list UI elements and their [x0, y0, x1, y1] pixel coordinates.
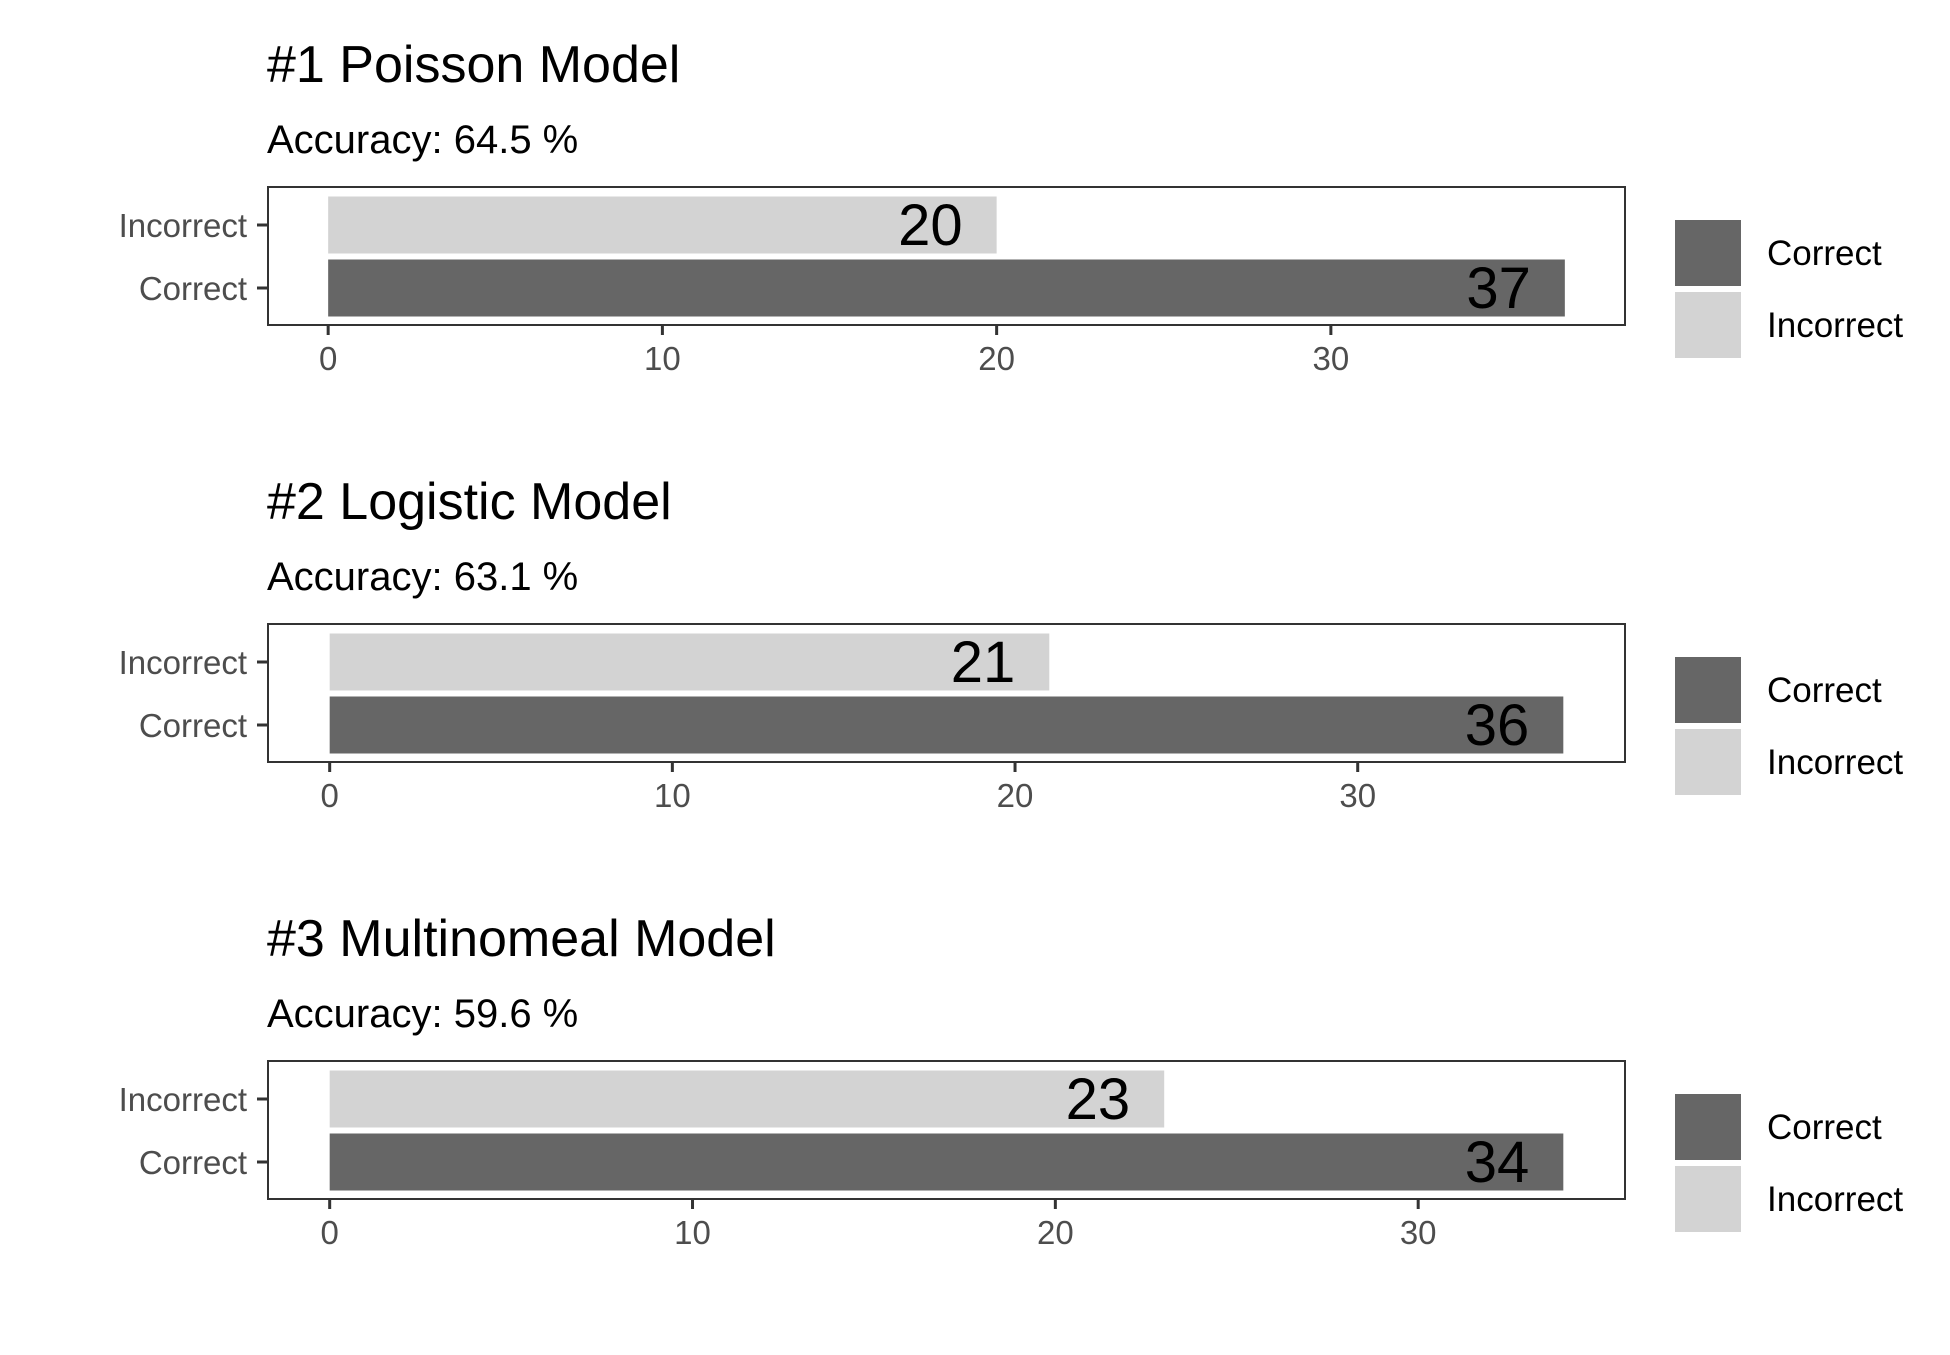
data-label-correct: 34 — [1465, 1130, 1530, 1195]
x-tick-label: 30 — [1400, 1214, 1437, 1251]
y-tick-label: Incorrect — [119, 207, 247, 244]
y-tick-label: Correct — [139, 707, 247, 744]
panel-border — [267, 186, 1626, 326]
y-tick-label: Correct — [139, 270, 247, 307]
y-tick-label: Incorrect — [119, 1081, 247, 1118]
chart-subtitle: Accuracy: 59.6 % — [267, 992, 578, 1036]
data-label-correct: 36 — [1465, 693, 1530, 758]
x-tick-label: 0 — [321, 1214, 339, 1251]
panel-border — [267, 623, 1626, 763]
y-tick-label: Incorrect — [119, 644, 247, 681]
legend-key-incorrect — [1675, 729, 1741, 795]
chart-subtitle: Accuracy: 64.5 % — [267, 118, 578, 162]
x-tick-label: 20 — [978, 340, 1015, 377]
x-tick-label: 0 — [319, 340, 337, 377]
x-tick-label: 10 — [644, 340, 681, 377]
x-tick-label: 10 — [674, 1214, 711, 1251]
bar-correct — [329, 1133, 1564, 1191]
y-tick-label: Correct — [139, 1144, 247, 1181]
x-tick-label: 30 — [1313, 340, 1350, 377]
chart-title: #2 Logistic Model — [267, 473, 672, 531]
legend-key-correct — [1675, 220, 1741, 286]
chart-subtitle: Accuracy: 63.1 % — [267, 555, 578, 599]
chart-title: #1 Poisson Model — [267, 36, 680, 94]
legend-label-correct: Correct — [1767, 234, 1882, 273]
legend-key-incorrect — [1675, 1166, 1741, 1232]
legend-label-incorrect: Incorrect — [1767, 743, 1903, 782]
bar-correct — [329, 696, 1564, 754]
chart-title: #3 Multinomeal Model — [267, 910, 776, 968]
legend-key-correct — [1675, 1094, 1741, 1160]
bar-incorrect — [329, 633, 1050, 691]
bar-incorrect — [329, 1070, 1165, 1128]
legend-label-incorrect: Incorrect — [1767, 1180, 1903, 1219]
x-tick-label: 10 — [654, 777, 691, 814]
data-label-incorrect: 21 — [951, 630, 1016, 695]
legend-label-correct: Correct — [1767, 671, 1882, 710]
x-tick-label: 30 — [1339, 777, 1376, 814]
x-tick-label: 20 — [997, 777, 1034, 814]
x-tick-label: 20 — [1037, 1214, 1074, 1251]
data-label-incorrect: 20 — [898, 193, 963, 258]
data-label-correct: 37 — [1466, 256, 1531, 321]
bar-correct — [328, 259, 1565, 317]
data-label-incorrect: 23 — [1066, 1067, 1131, 1132]
legend-key-correct — [1675, 657, 1741, 723]
x-tick-label: 0 — [321, 777, 339, 814]
bar-incorrect — [328, 196, 997, 254]
legend-label-correct: Correct — [1767, 1108, 1882, 1147]
legend-key-incorrect — [1675, 292, 1741, 358]
panel-border — [267, 1060, 1626, 1200]
legend-label-incorrect: Incorrect — [1767, 306, 1903, 345]
